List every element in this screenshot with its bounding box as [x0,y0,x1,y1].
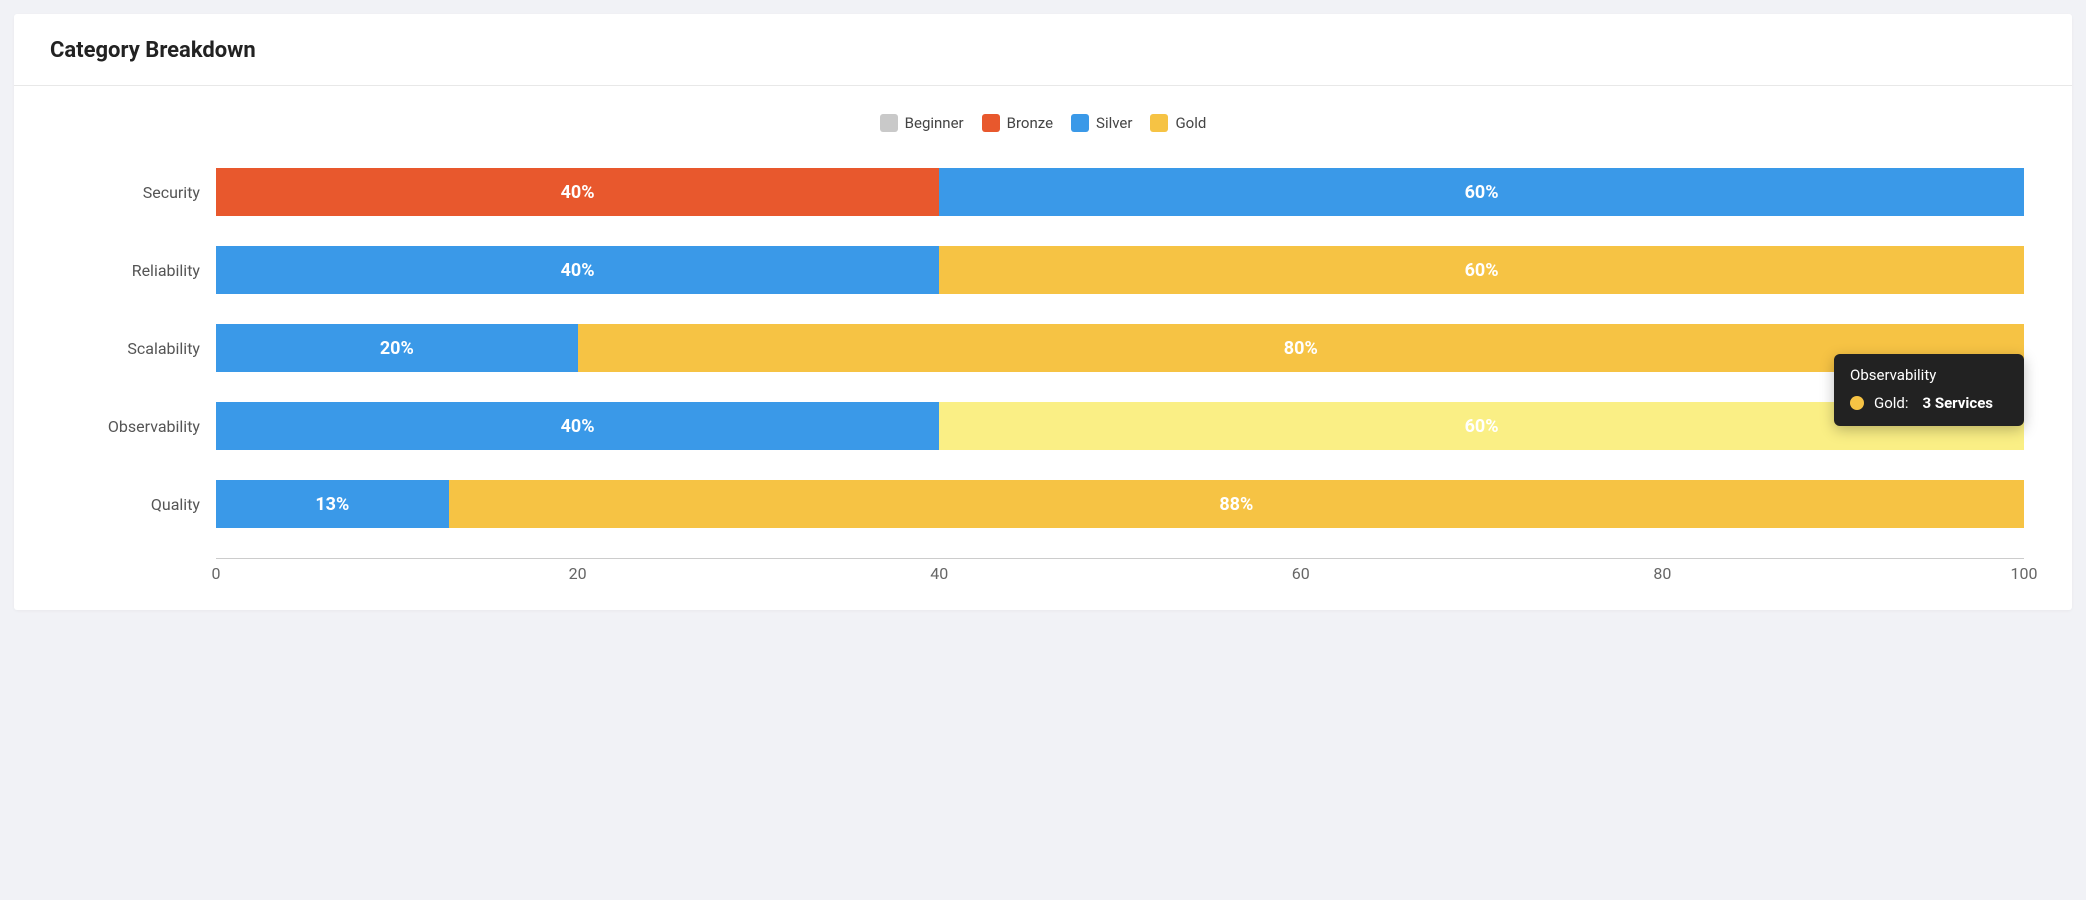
chart-legend: Beginner Bronze Silver Gold [62,114,2024,132]
x-tick: 20 [569,564,587,583]
card-header: Category Breakdown [14,14,2072,86]
legend-label: Silver [1096,114,1132,132]
legend-swatch [982,114,1000,132]
legend-label: Gold [1175,114,1206,132]
bar-track: 20% 80% [216,324,2024,372]
segment-label: 40% [561,416,595,437]
tooltip-row: Gold: 3 Services [1850,394,2008,412]
card: Category Breakdown Beginner Bronze Silver G… [14,14,2072,610]
bar-segment-silver[interactable]: 20% [216,324,578,372]
x-tick: 0 [212,564,221,583]
bar-segment-bronze[interactable]: 40% [216,168,939,216]
segment-label: 88% [1219,494,1253,515]
bar-track: 40%60%ObservabilityGold:3 Services [216,402,2024,450]
bar-segment-silver[interactable]: 60% [939,168,2024,216]
legend-label: Bronze [1007,114,1053,132]
legend-item-gold[interactable]: Gold [1150,114,1206,132]
bar-segment-silver[interactable]: 40% [216,402,939,450]
x-tick: 100 [2011,564,2038,583]
category-label: Scalability [62,339,202,358]
legend-swatch [1150,114,1168,132]
x-axis: 020406080100 [216,558,2024,586]
category-label: Security [62,183,202,202]
legend-item-silver[interactable]: Silver [1071,114,1132,132]
tooltip-series-label: Gold: [1874,394,1909,412]
category-label: Observability [62,417,202,436]
segment-label: 40% [561,260,595,281]
legend-swatch [880,114,898,132]
chart-grid: Security 40% 60% Reliability 40% 60% Scalabili… [62,168,2024,586]
category-label: Quality [62,495,202,514]
category-label: Reliability [62,261,202,280]
bar-segment-gold[interactable]: 60% [939,246,2024,294]
x-tick: 60 [1292,564,1310,583]
tooltip-value: 3 Services [1923,394,1993,412]
x-tick: 40 [930,564,948,583]
bar-track: 40% 60% [216,246,2024,294]
segment-label: 60% [1465,260,1499,281]
legend-label: Beginner [905,114,964,132]
bar-track: 40% 60% [216,168,2024,216]
segment-label: 40% [561,182,595,203]
segment-label: 60% [1465,182,1499,203]
segment-label: 13% [315,494,349,515]
bar-segment-gold[interactable]: 88% [449,480,2024,528]
bar-segment-gold[interactable]: 80% [578,324,2024,372]
bar-segment-silver[interactable]: 13% [216,480,449,528]
tooltip-title: Observability [1850,366,2008,384]
legend-item-beginner[interactable]: Beginner [880,114,964,132]
bar-segment-silver[interactable]: 40% [216,246,939,294]
legend-item-bronze[interactable]: Bronze [982,114,1053,132]
x-tick: 80 [1653,564,1671,583]
tooltip-dot-icon [1850,396,1864,410]
bar-track: 13% 88% [216,480,2024,528]
legend-swatch [1071,114,1089,132]
segment-label: 60% [1465,416,1499,437]
chart-area: Beginner Bronze Silver Gold Security 40% 60% R… [14,86,2072,610]
tooltip: Observability Gold: 3 Services [1834,354,2024,426]
page-title: Category Breakdown [50,38,2036,63]
segment-label: 80% [1284,338,1318,359]
segment-label: 20% [380,338,414,359]
